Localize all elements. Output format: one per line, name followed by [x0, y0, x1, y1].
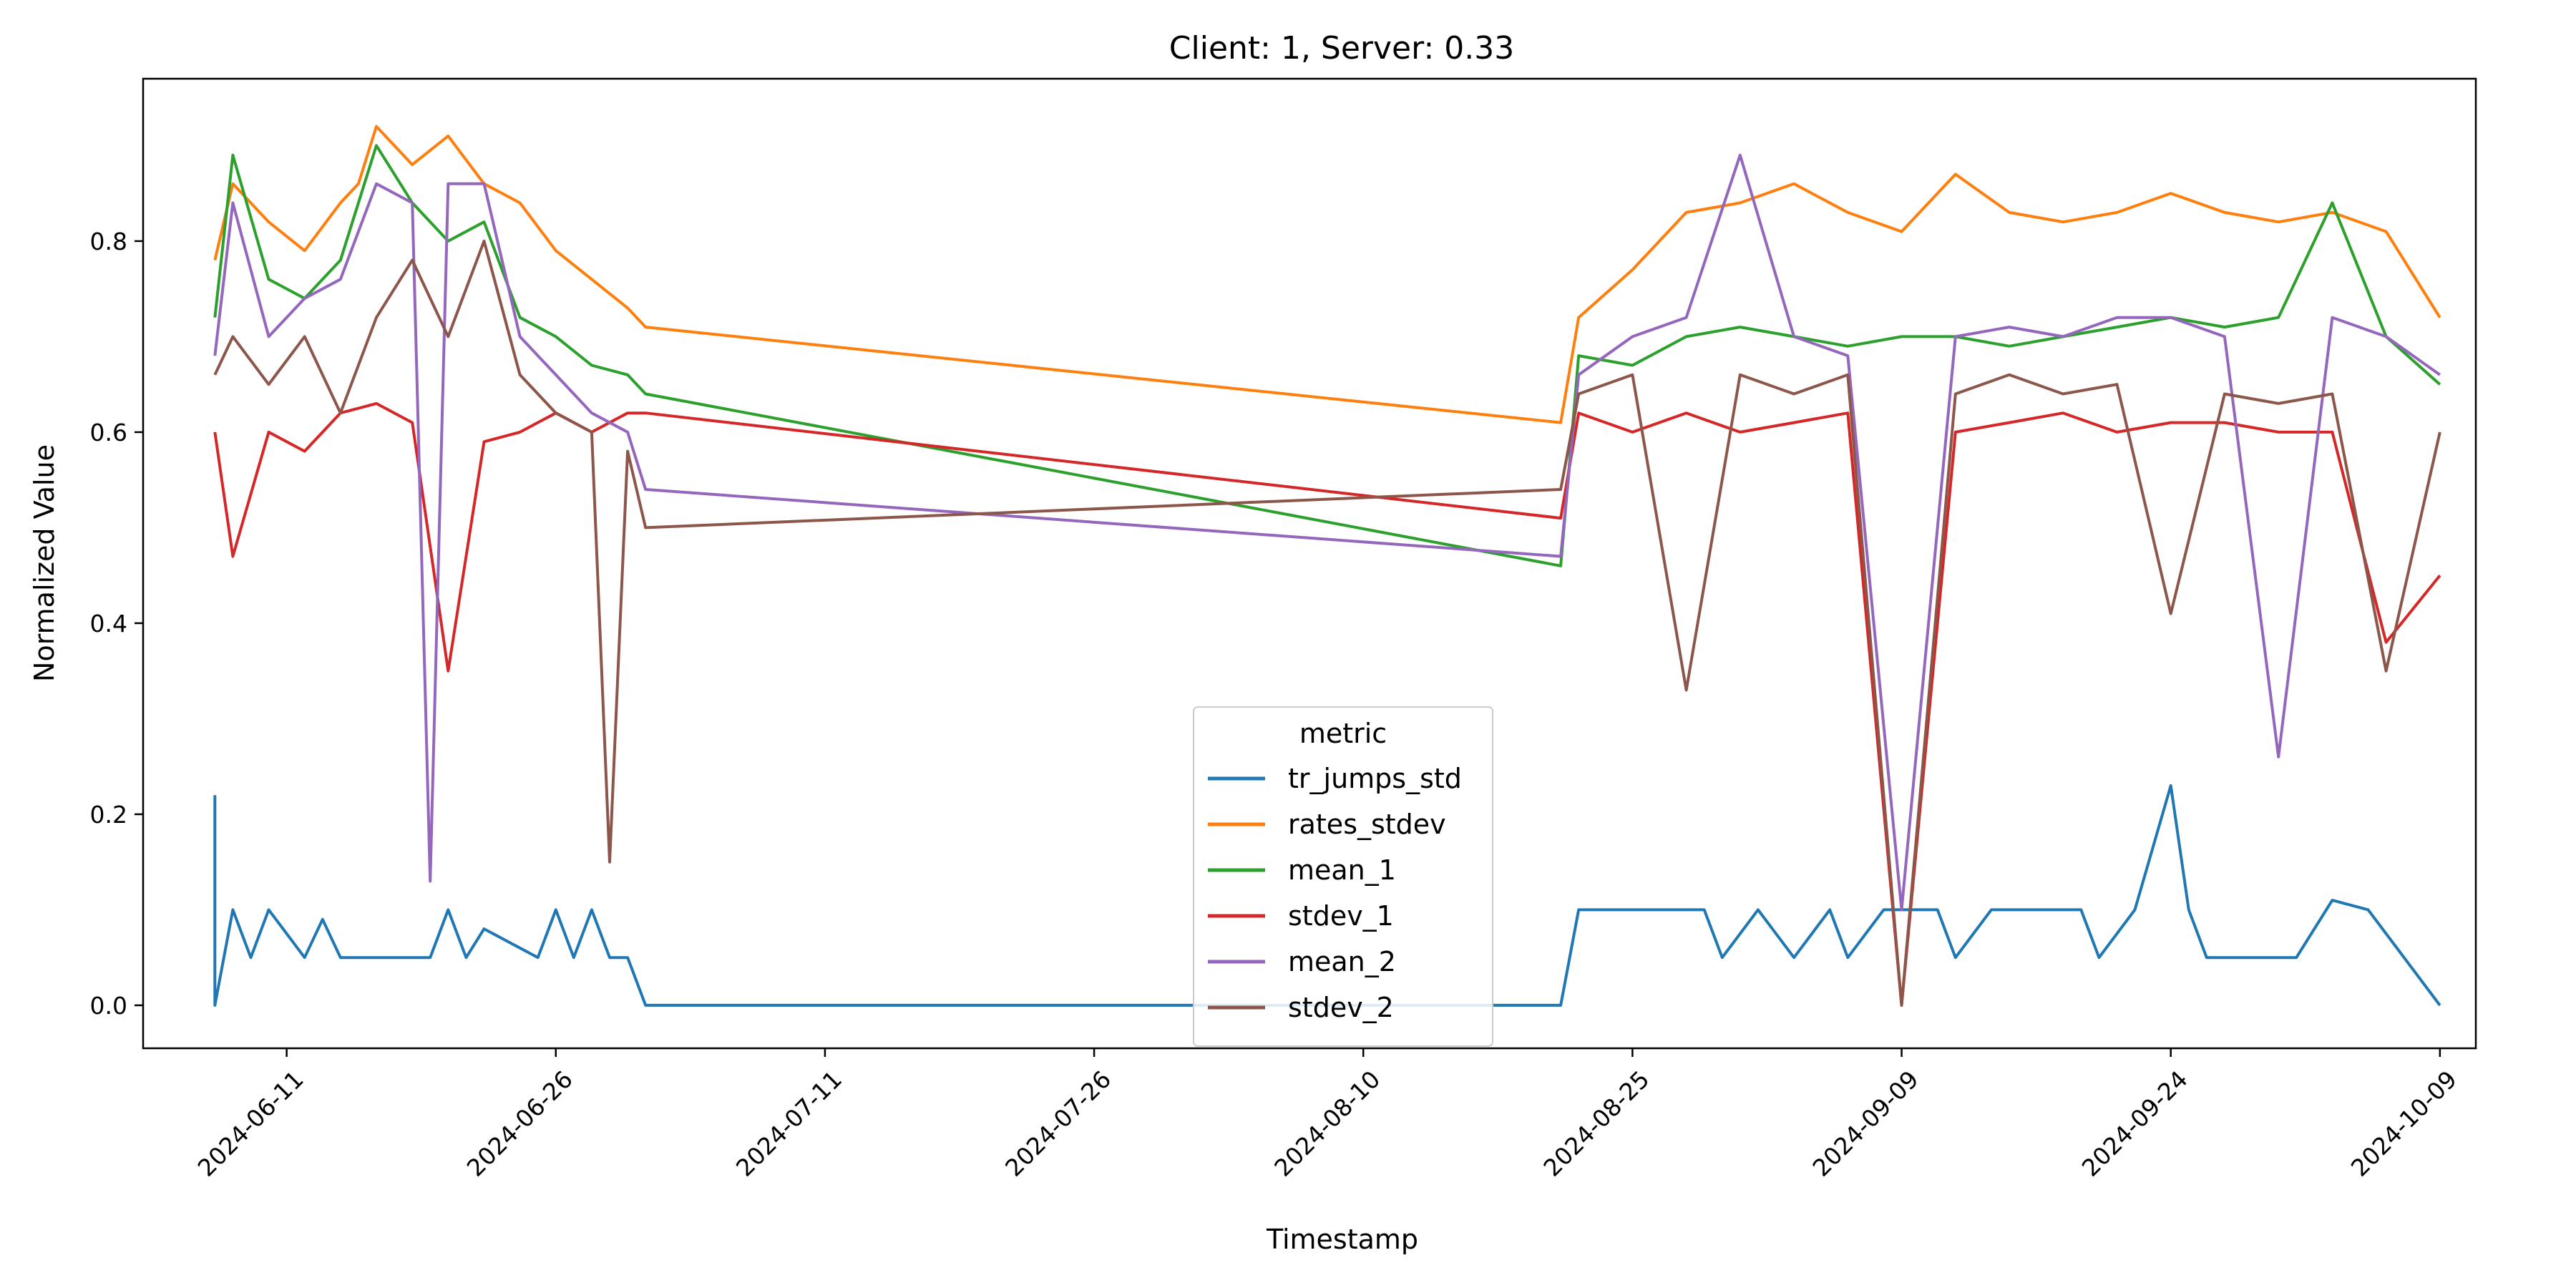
y-tick-label: 0.0 [90, 992, 127, 1020]
x-tick-label: 2024-08-25 [1538, 1065, 1654, 1182]
legend-label-mean_1: mean_1 [1288, 854, 1396, 886]
y-tick-label: 0.4 [90, 610, 127, 638]
x-tick-label: 2024-06-11 [192, 1065, 309, 1182]
legend-box [1193, 706, 1493, 1047]
series-line-mean_1 [213, 144, 2441, 567]
y-tick-label: 0.2 [90, 801, 127, 829]
chart-title: Client: 1, Server: 0.33 [1169, 30, 1514, 67]
legend-label-stdev_2: stdev_2 [1288, 992, 1394, 1023]
legend-label-rates_stdev: rates_stdev [1288, 809, 1446, 840]
series-line-stdev_2 [213, 239, 2441, 1007]
x-tick-label: 2024-10-09 [2346, 1065, 2462, 1182]
legend-title: metric [1299, 718, 1387, 749]
series-line-tr_jumps_std [213, 784, 2441, 1007]
x-axis: 2024-06-11 2024-06-26 2024-07-11 2024-07-26… [192, 1048, 2462, 1182]
y-axis: 0.0 0.2 0.4 0.6 0.8 [90, 228, 143, 1020]
x-tick-label: 2024-08-10 [1269, 1065, 1385, 1182]
legend: metric tr_jumps_std rates_stdev mean_1stdev… [1193, 706, 1493, 1047]
x-axis-label: Timestamp [1266, 1224, 1418, 1255]
legend-label-stdev_1: stdev_1 [1288, 900, 1394, 932]
y-tick-label: 0.8 [90, 228, 127, 255]
legend-label-tr_jumps_std: tr_jumps_std [1288, 763, 1462, 794]
x-tick-label: 2024-09-24 [2077, 1065, 2193, 1182]
x-tick-label: 2024-09-09 [1807, 1065, 1924, 1182]
legend-label-mean_2: mean_2 [1288, 946, 1396, 977]
x-tick-label: 2024-06-26 [462, 1065, 578, 1182]
x-tick-label: 2024-07-11 [731, 1065, 847, 1182]
series-line-stdev_1 [213, 401, 2441, 1007]
series-line-rates_stdev [213, 125, 2441, 424]
x-tick-label: 2024-07-26 [1000, 1065, 1116, 1182]
y-axis-label: Normalized Value [29, 444, 60, 682]
plot-frame [142, 77, 2477, 1050]
series-line-mean_2 [213, 153, 2441, 912]
y-tick-label: 0.6 [90, 419, 127, 447]
series-layer [213, 125, 2441, 1007]
